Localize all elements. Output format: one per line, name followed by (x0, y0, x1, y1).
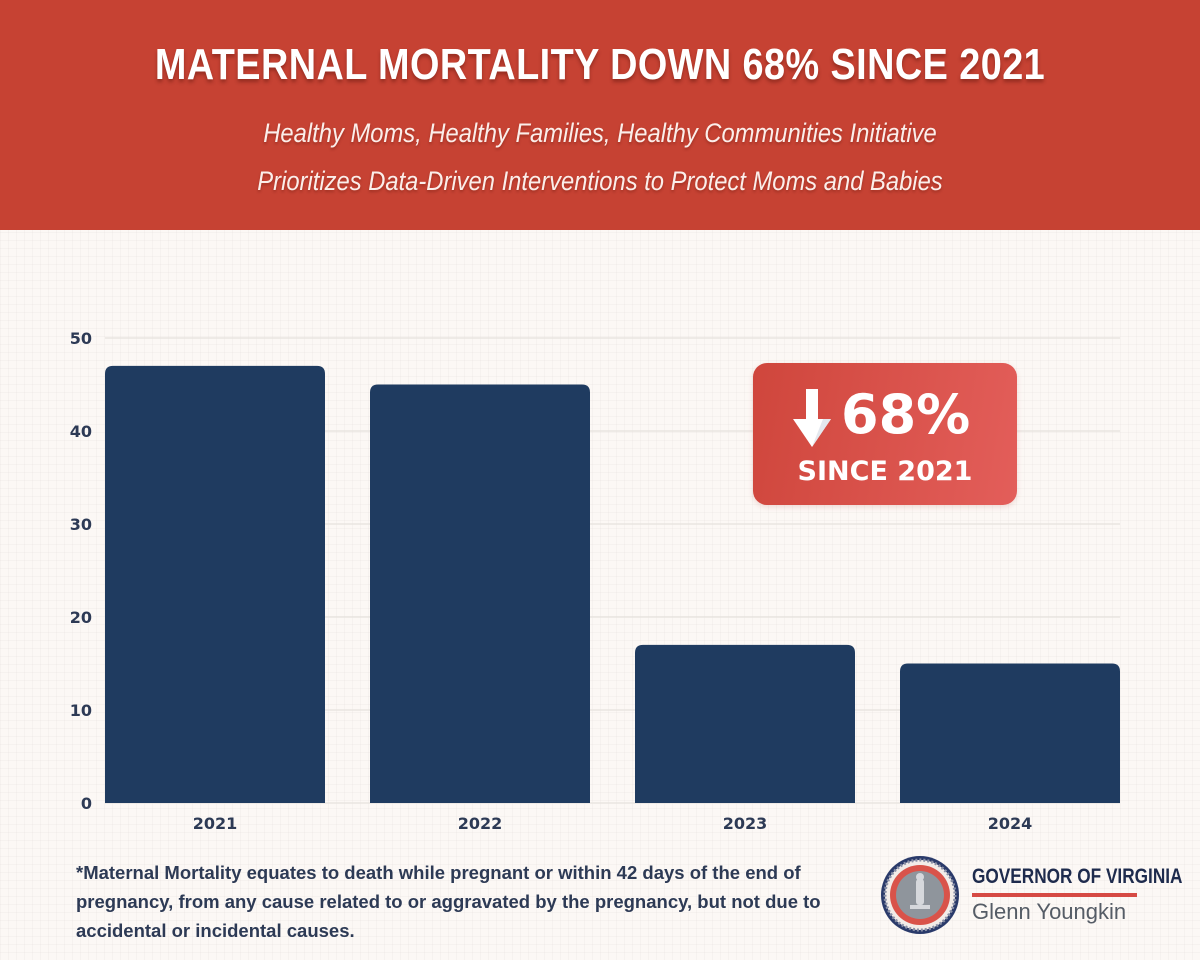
arrow-down-icon (793, 389, 831, 447)
y-tick-label: 50 (70, 329, 92, 348)
badge-percent: 68% (841, 383, 971, 446)
page-title: MATERNAL MORTALITY DOWN 68% SINCE 2021 (154, 40, 1046, 89)
logo-name: Glenn Youngkin (972, 899, 1127, 924)
governor-logo: GOVERNOR OF VIRGINIA Glenn Youngkin (880, 855, 1182, 935)
y-tick-label: 40 (70, 422, 92, 441)
bar-2024 (900, 663, 1120, 803)
subtitle-line-2: Prioritizes Data-Driven Interventions to… (257, 166, 943, 196)
badge-label: SINCE 2021 (797, 456, 973, 487)
y-axis-ticks: 0 10 20 30 40 50 (70, 329, 92, 813)
y-tick-label: 10 (70, 701, 92, 720)
x-tick-label: 2021 (193, 814, 238, 833)
logo-divider (972, 893, 1137, 897)
footnote: *Maternal Mortality equates to death whi… (76, 862, 821, 941)
x-tick-label: 2023 (723, 814, 768, 833)
header-banner: MATERNAL MORTALITY DOWN 68% SINCE 2021 H… (0, 0, 1200, 230)
y-tick-label: 30 (70, 515, 92, 534)
x-tick-label: 2024 (988, 814, 1033, 833)
y-tick-label: 0 (81, 794, 92, 813)
y-tick-label: 20 (70, 608, 92, 627)
bar-2023 (635, 644, 855, 803)
bars (105, 365, 1120, 803)
bar-chart: 0 10 20 30 40 50 2021 2022 2023 2024 (70, 329, 1120, 833)
bar-2022 (370, 384, 590, 803)
virginia-state-seal-icon (881, 856, 959, 934)
x-axis-ticks: 2021 2022 2023 2024 (193, 814, 1033, 833)
subtitle-line-1: Healthy Moms, Healthy Families, Healthy … (263, 118, 937, 148)
x-tick-label: 2022 (458, 814, 503, 833)
bar-2021 (105, 365, 325, 803)
logo-title: GOVERNOR OF VIRGINIA (972, 865, 1183, 888)
change-badge: 68% SINCE 2021 (753, 363, 1017, 505)
